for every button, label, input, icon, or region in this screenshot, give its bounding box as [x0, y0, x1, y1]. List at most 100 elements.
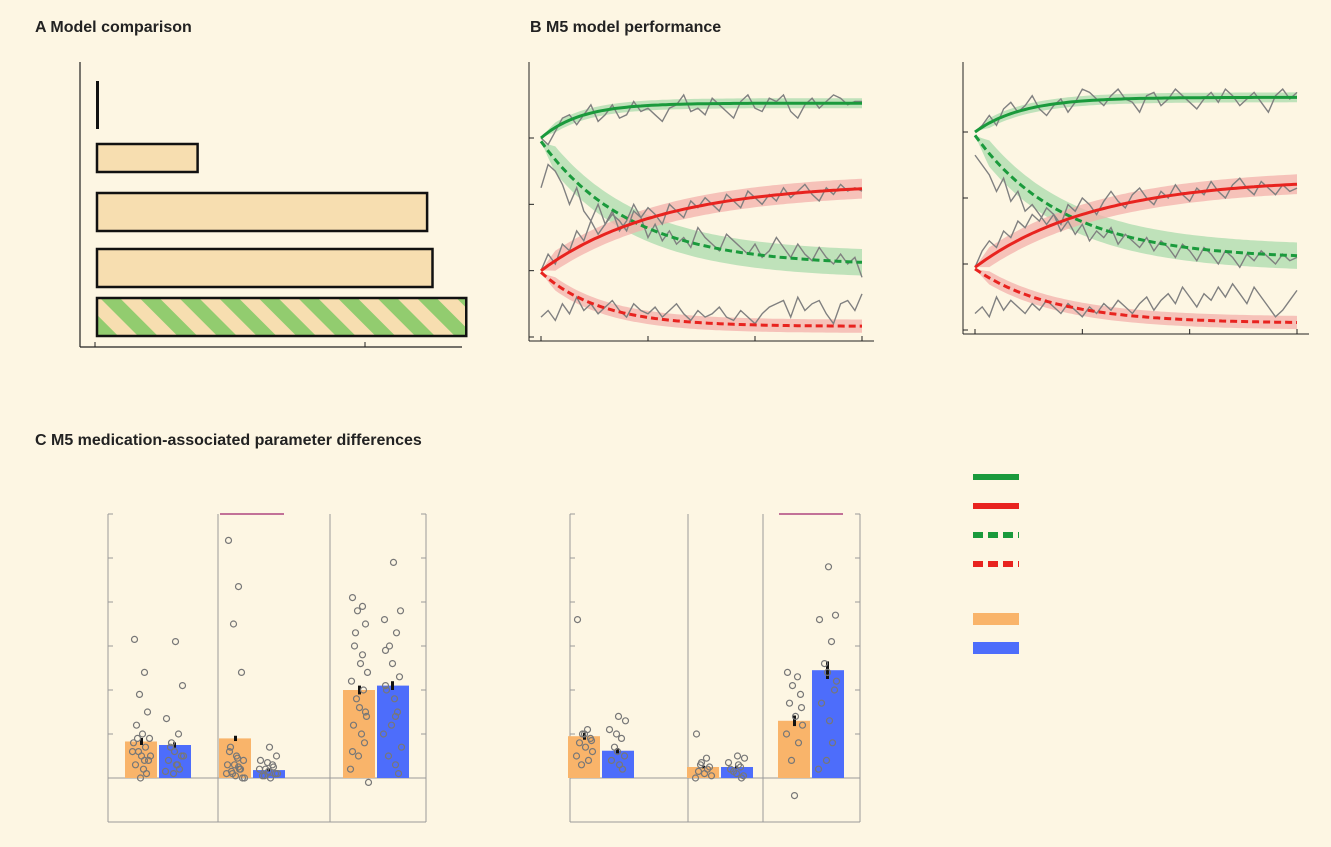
model-line-go2win — [974, 95, 1297, 134]
data-point-off — [734, 761, 743, 769]
data-point-off — [170, 747, 179, 756]
data-point-off — [162, 714, 171, 723]
data-point-on — [362, 712, 371, 721]
data-point-off — [614, 712, 623, 721]
legend-swatch — [973, 613, 1019, 625]
data-point-on — [793, 673, 802, 681]
data-point-on — [346, 765, 355, 773]
data-point-off — [817, 699, 826, 707]
data-point-off — [612, 730, 621, 738]
band-nogo2avoid — [541, 272, 862, 333]
data-point-off — [737, 774, 746, 782]
data-point-on — [231, 772, 240, 780]
data-point-on — [138, 730, 147, 738]
data-point-on — [348, 747, 357, 756]
data-point-on — [588, 747, 597, 756]
data-point-on — [227, 767, 236, 776]
data-point-off — [733, 752, 742, 760]
data-point-on — [361, 620, 370, 628]
data-point-on — [359, 686, 368, 694]
observed-line-go2win — [974, 87, 1298, 133]
data-point-on — [783, 668, 792, 677]
data-point-off — [171, 637, 180, 646]
data-point-off — [617, 734, 626, 743]
bar-off-levodopa — [159, 745, 191, 778]
data-point-off — [173, 761, 182, 769]
bar-off-levodopa — [721, 767, 753, 778]
data-point-on — [782, 730, 791, 738]
data-point-on — [237, 668, 246, 677]
data-point-off — [822, 756, 831, 765]
data-point-off — [178, 681, 187, 690]
data-point-on — [797, 703, 806, 712]
data-point-on — [133, 734, 142, 743]
bar — [95, 191, 429, 233]
data-point-on — [240, 774, 249, 782]
data-point-on — [584, 756, 593, 765]
data-point-off — [381, 646, 390, 655]
bar-on-levodopa — [568, 736, 600, 778]
data-point-off — [179, 752, 188, 760]
data-point-on — [140, 756, 149, 765]
data-point-on — [136, 774, 145, 782]
data-point-off — [266, 774, 275, 782]
tremor-bar-chart — [107, 513, 427, 823]
data-point-off — [395, 673, 404, 681]
bar-on-levodopa — [778, 720, 810, 778]
data-point-off — [384, 752, 393, 760]
data-point-off — [382, 686, 391, 694]
data-point-off — [379, 730, 388, 738]
data-point-off — [830, 686, 839, 694]
data-point-off — [825, 717, 834, 725]
data-point-on — [794, 739, 803, 747]
data-point-on — [234, 763, 243, 771]
model-line-go2avoid — [974, 182, 1298, 269]
simulated-performance-chart — [962, 62, 1309, 335]
model-line-go2win — [540, 101, 862, 140]
data-point-off — [393, 708, 402, 716]
legend — [973, 474, 1019, 654]
data-point-on — [226, 743, 235, 751]
data-point-off — [621, 717, 630, 725]
bar — [96, 81, 99, 129]
data-point-off — [391, 712, 400, 721]
data-point-on — [705, 763, 714, 771]
data-point-off — [387, 721, 396, 729]
data-point-off — [739, 772, 748, 780]
band-go2avoid — [541, 178, 862, 271]
data-point-on — [692, 730, 701, 738]
data-point-on — [785, 699, 794, 707]
observed-line-go2avoid — [974, 177, 1298, 268]
data-point-off — [732, 769, 741, 778]
data-point-off — [605, 725, 614, 734]
data-point-on — [573, 615, 582, 624]
data-point-on — [691, 774, 700, 782]
data-point-off — [175, 765, 184, 773]
data-point-off — [396, 607, 405, 615]
model-comparison-chart — [79, 62, 468, 348]
data-point-on — [577, 761, 586, 769]
data-point-off — [824, 563, 833, 571]
data-point-on — [694, 767, 703, 776]
data-point-on — [130, 635, 139, 644]
data-point-on — [353, 607, 362, 615]
data-point-on — [229, 620, 238, 628]
data-point-on — [238, 774, 247, 782]
data-point-off — [263, 758, 272, 767]
data-point-on — [361, 708, 370, 716]
data-point-off — [271, 769, 280, 778]
data-point-on — [578, 730, 587, 738]
data-point-off — [164, 756, 173, 765]
panel-c-title: C M5 medication-associated parameter dif… — [35, 432, 422, 449]
data-point-off — [397, 743, 406, 751]
data-point-off — [385, 642, 394, 650]
data-point-off — [389, 558, 398, 567]
data-point-off — [815, 615, 824, 624]
data-point-off — [620, 752, 629, 760]
data-point-off — [269, 763, 278, 771]
data-point-on — [230, 761, 239, 769]
data-point-off — [167, 739, 176, 747]
model-line-nogo2avoid — [974, 267, 1298, 324]
data-point-on — [129, 739, 138, 747]
bar-on-levodopa — [687, 767, 719, 778]
